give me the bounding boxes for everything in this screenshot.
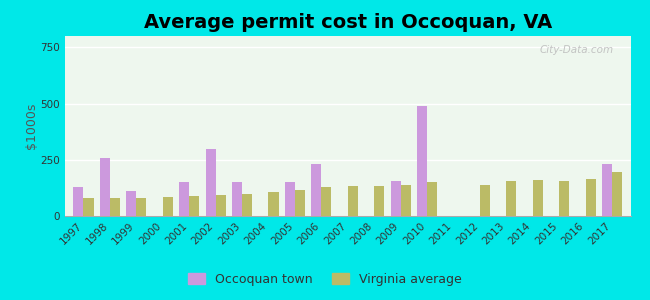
Text: City-Data.com: City-Data.com <box>540 45 614 55</box>
Bar <box>559 181 569 216</box>
Bar <box>205 148 216 216</box>
Bar <box>612 172 622 216</box>
Bar <box>321 187 332 216</box>
Bar <box>374 186 384 216</box>
Bar <box>110 198 120 216</box>
Bar <box>295 190 305 216</box>
Bar <box>242 194 252 216</box>
Bar <box>285 182 295 216</box>
Bar <box>480 184 490 216</box>
Bar <box>136 198 146 216</box>
Y-axis label: $1000s: $1000s <box>25 103 38 149</box>
Bar <box>232 182 242 216</box>
Bar <box>162 197 173 216</box>
Bar <box>268 192 278 216</box>
Bar <box>126 191 136 216</box>
Bar <box>73 187 83 216</box>
Bar <box>400 184 411 216</box>
Title: Average permit cost in Occoquan, VA: Average permit cost in Occoquan, VA <box>144 13 552 32</box>
Bar <box>189 196 200 216</box>
Bar <box>216 195 226 216</box>
Bar <box>311 164 321 216</box>
Bar <box>417 106 427 216</box>
Legend: Occoquan town, Virginia average: Occoquan town, Virginia average <box>183 268 467 291</box>
Bar <box>83 198 94 216</box>
Bar <box>179 182 189 216</box>
Bar <box>348 186 358 216</box>
Bar <box>427 182 437 216</box>
Bar <box>586 179 595 216</box>
Bar <box>100 158 110 216</box>
Bar <box>506 181 516 216</box>
Bar <box>391 181 400 216</box>
Bar <box>533 180 543 216</box>
Bar <box>602 164 612 216</box>
